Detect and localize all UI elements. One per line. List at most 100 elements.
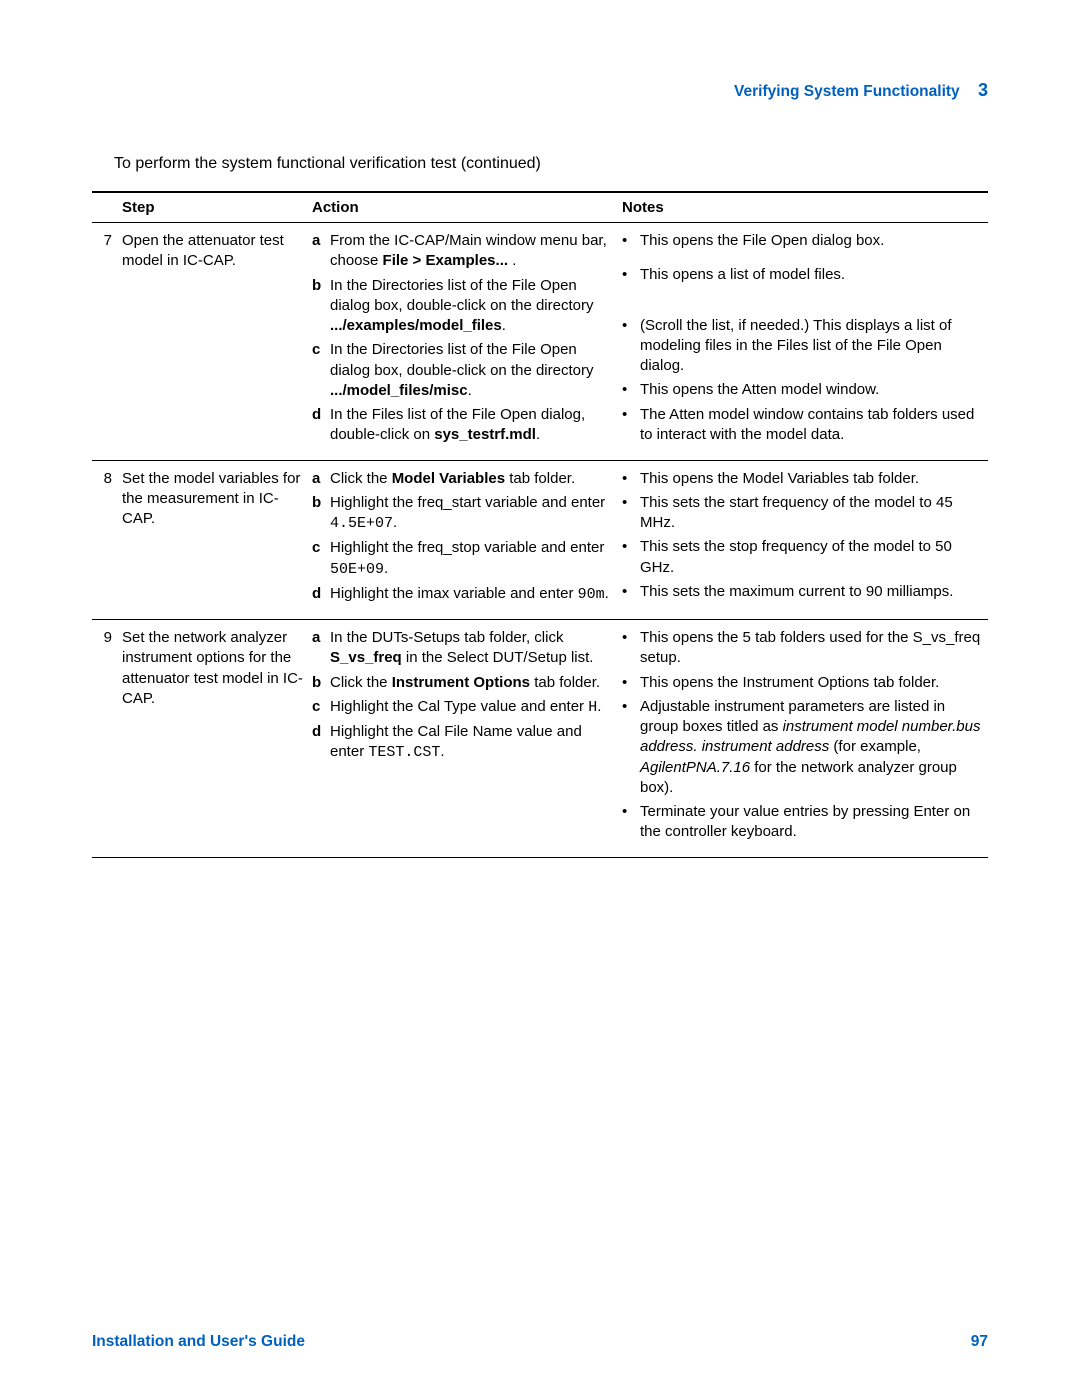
bullet-icon: • <box>622 265 640 285</box>
step-text: Open the attenuator test model in IC-CAP… <box>118 223 308 461</box>
running-header: Verifying System Functionality 3 <box>92 80 988 101</box>
notes-cell: •This opens the 5 tab folders used for t… <box>618 620 988 858</box>
action-letter: d <box>312 405 330 446</box>
action-item: dHighlight the Cal File Name value and e… <box>312 722 614 764</box>
action-text: In the Directories list of the File Open… <box>330 340 614 401</box>
action-letter: b <box>312 673 330 693</box>
action-text: Highlight the freq_stop variable and ent… <box>330 538 614 580</box>
action-cell: aIn the DUTs-Setups tab folder, click S_… <box>308 620 618 858</box>
col-header-stepnum <box>92 192 118 223</box>
note-item: •(Scroll the list, if needed.) This disp… <box>622 316 984 377</box>
note-text: The Atten model window contains tab fold… <box>640 405 984 446</box>
note-text: This sets the stop frequency of the mode… <box>640 537 984 578</box>
note-item: •This opens the 5 tab folders used for t… <box>622 628 984 669</box>
action-item: aFrom the IC-CAP/Main window menu bar, c… <box>312 231 614 272</box>
bullet-icon: • <box>622 405 640 446</box>
action-letter: d <box>312 722 330 764</box>
action-item: dIn the Files list of the File Open dial… <box>312 405 614 446</box>
note-text: This opens a list of model files. <box>640 265 984 285</box>
action-letter: c <box>312 538 330 580</box>
step-text: Set the model variables for the measurem… <box>118 460 308 620</box>
col-header-step: Step <box>118 192 308 223</box>
col-header-action: Action <box>308 192 618 223</box>
notes-list: •This opens the 5 tab folders used for t… <box>622 628 984 843</box>
notes-list: •This opens the File Open dialog box.•Th… <box>622 231 984 445</box>
note-text: This opens the 5 tab folders used for th… <box>640 628 984 669</box>
note-item: •Adjustable instrument parameters are li… <box>622 697 984 798</box>
action-item: cIn the Directories list of the File Ope… <box>312 340 614 401</box>
action-text: Click the Model Variables tab folder. <box>330 469 614 489</box>
step-text: Set the network analyzer instrument opti… <box>118 620 308 858</box>
page: Verifying System Functionality 3 To perf… <box>0 0 1080 1397</box>
footer-left: Installation and User's Guide <box>92 1333 305 1351</box>
action-letter: a <box>312 628 330 669</box>
note-text: This opens the Atten model window. <box>640 380 984 400</box>
note-item: •This opens the Instrument Options tab f… <box>622 673 984 693</box>
action-text: Highlight the freq_start variable and en… <box>330 493 614 535</box>
action-item: dHighlight the imax variable and enter 9… <box>312 584 614 605</box>
action-item: cHighlight the freq_stop variable and en… <box>312 538 614 580</box>
note-item: •This sets the maximum current to 90 mil… <box>622 582 984 602</box>
notes-list: •This opens the Model Variables tab fold… <box>622 469 984 603</box>
bullet-icon: • <box>622 231 640 251</box>
action-cell: aClick the Model Variables tab folder.bH… <box>308 460 618 620</box>
note-text: This opens the Instrument Options tab fo… <box>640 673 984 693</box>
bullet-icon: • <box>622 380 640 400</box>
action-cell: aFrom the IC-CAP/Main window menu bar, c… <box>308 223 618 461</box>
note-item: •This opens the File Open dialog box. <box>622 231 984 251</box>
note-text: Adjustable instrument parameters are lis… <box>640 697 984 798</box>
step-number: 8 <box>92 460 118 620</box>
note-item: •This sets the stop frequency of the mod… <box>622 537 984 578</box>
note-text: This sets the maximum current to 90 mill… <box>640 582 984 602</box>
note-text: (Scroll the list, if needed.) This displ… <box>640 316 984 377</box>
step-number: 7 <box>92 223 118 461</box>
action-list: aClick the Model Variables tab folder.bH… <box>312 469 614 606</box>
action-text: In the DUTs-Setups tab folder, click S_v… <box>330 628 614 669</box>
action-text: Highlight the Cal Type value and enter H… <box>330 697 614 718</box>
col-header-notes: Notes <box>618 192 988 223</box>
note-item: •This opens a list of model files. <box>622 265 984 285</box>
bullet-icon: • <box>622 493 640 534</box>
notes-cell: •This opens the File Open dialog box.•Th… <box>618 223 988 461</box>
chapter-number: 3 <box>978 80 988 100</box>
bullet-icon: • <box>622 582 640 602</box>
action-item: aClick the Model Variables tab folder. <box>312 469 614 489</box>
action-item: bClick the Instrument Options tab folder… <box>312 673 614 693</box>
page-footer: Installation and User's Guide 97 <box>92 1333 988 1351</box>
action-letter: b <box>312 276 330 337</box>
bullet-icon: • <box>622 537 640 578</box>
table-row: 8Set the model variables for the measure… <box>92 460 988 620</box>
action-letter: c <box>312 340 330 401</box>
note-item: •Terminate your value entries by pressin… <box>622 802 984 843</box>
table-caption: To perform the system functional verific… <box>114 155 988 173</box>
table-row: 7Open the attenuator test model in IC-CA… <box>92 223 988 461</box>
note-text: Terminate your value entries by pressing… <box>640 802 984 843</box>
procedure-table: Step Action Notes 7Open the attenuator t… <box>92 191 988 858</box>
bullet-icon: • <box>622 316 640 377</box>
action-text: Click the Instrument Options tab folder. <box>330 673 614 693</box>
action-letter: b <box>312 493 330 535</box>
note-text: This sets the start frequency of the mod… <box>640 493 984 534</box>
action-item: bIn the Directories list of the File Ope… <box>312 276 614 337</box>
action-item: cHighlight the Cal Type value and enter … <box>312 697 614 718</box>
bullet-icon: • <box>622 628 640 669</box>
action-text: Highlight the imax variable and enter 90… <box>330 584 614 605</box>
step-number: 9 <box>92 620 118 858</box>
action-text: Highlight the Cal File Name value and en… <box>330 722 614 764</box>
action-letter: a <box>312 469 330 489</box>
table-header-row: Step Action Notes <box>92 192 988 223</box>
footer-right: 97 <box>971 1333 988 1351</box>
action-letter: d <box>312 584 330 605</box>
note-text: This opens the Model Variables tab folde… <box>640 469 984 489</box>
running-header-title: Verifying System Functionality <box>734 83 960 100</box>
bullet-icon: • <box>622 469 640 489</box>
note-item: •This opens the Model Variables tab fold… <box>622 469 984 489</box>
table-row: 9Set the network analyzer instrument opt… <box>92 620 988 858</box>
action-list: aFrom the IC-CAP/Main window menu bar, c… <box>312 231 614 446</box>
action-text: In the Directories list of the File Open… <box>330 276 614 337</box>
note-item: •This opens the Atten model window. <box>622 380 984 400</box>
bullet-icon: • <box>622 673 640 693</box>
note-text: This opens the File Open dialog box. <box>640 231 984 251</box>
action-item: bHighlight the freq_start variable and e… <box>312 493 614 535</box>
note-item: •The Atten model window contains tab fol… <box>622 405 984 446</box>
